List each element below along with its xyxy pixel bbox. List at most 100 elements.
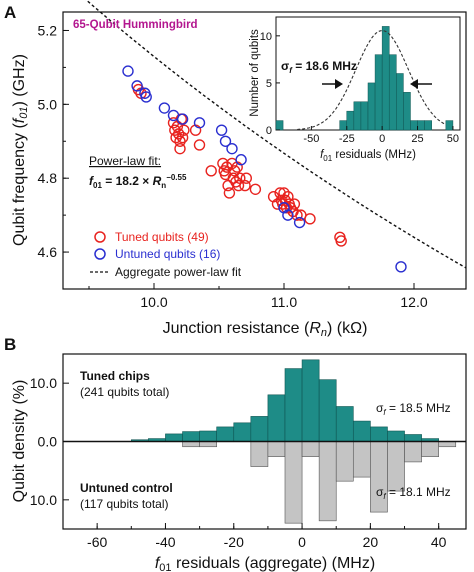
untuned-qubit-point (131, 80, 143, 92)
tuned-bar (387, 430, 405, 442)
untuned-qubit-point (193, 117, 206, 129)
tuned-qubit-point (217, 157, 229, 170)
untuned-bar (387, 441, 405, 492)
untuned-qubit-point (282, 209, 294, 221)
tuned-bar (370, 426, 388, 442)
legend-fit-label: Aggregate power-law fit (115, 265, 242, 279)
inset-bar (360, 101, 369, 131)
untuned-control-title: Untuned control (80, 481, 173, 495)
b-x-tick-label: 20 (363, 534, 379, 550)
untuned-bar (335, 441, 354, 482)
inset-arrows (322, 79, 432, 89)
inset-bar (339, 120, 348, 131)
inset-x-tick-label: 0 (379, 133, 385, 145)
tuned-qubit-point (240, 172, 253, 184)
b-y-tick-label: 0.0 (38, 434, 58, 450)
legend-untuned-marker (94, 248, 106, 260)
panel-b-xlabel: f01 residuals (aggregate) (MHz) (155, 555, 375, 572)
tuned-bar (182, 431, 200, 442)
untuned-qubit-point (395, 261, 407, 273)
inset-bar (403, 92, 411, 131)
tuned-bar (199, 430, 217, 442)
inset-bar (346, 110, 355, 131)
untuned-bar (404, 441, 422, 463)
inset-bars (275, 26, 454, 131)
inset-bar (381, 26, 390, 131)
inset-y-tick-label: 5 (266, 78, 272, 90)
inset-ylabel: Number of qubits (249, 29, 261, 117)
b-y-tick-label: 10.0 (30, 375, 57, 391)
fit-title: Power-law fit: (89, 154, 161, 168)
untuned-bar (352, 441, 371, 478)
panel-b-bars (63, 359, 466, 524)
tuned-bar (267, 394, 286, 442)
inset-x-tick-label: 25 (411, 133, 423, 145)
tuned-qubit-point (291, 209, 303, 221)
inset-x-tick-label: -50 (303, 133, 319, 145)
legend-untuned-label: Untuned qubits (16) (115, 247, 220, 261)
b-x-tick-label: -40 (155, 534, 175, 550)
y-tick-label: 4.8 (38, 170, 58, 186)
untuned-qubit-point (226, 142, 238, 155)
panel-a-letter: A (4, 3, 16, 22)
tuned-bar (233, 422, 252, 442)
tuned-qubit-point (178, 124, 190, 136)
tuned-qubit-point (174, 142, 186, 155)
untuned-bar (250, 441, 269, 467)
panel-b-ticks: -60 -40 -20 0 20 40 10.0 0.0 10.0 (30, 375, 447, 550)
tuned-qubit-point (205, 165, 217, 177)
tuned-bar (216, 426, 235, 442)
tuned-bar (165, 433, 183, 442)
panel-a-frame (62, 11, 467, 290)
inset-sigma-label: σf = 18.6 MHz (281, 59, 357, 75)
panel-b-letter: B (4, 335, 16, 354)
untuned-sigma: σf = 18.1 MHz (376, 485, 451, 501)
b-x-tick-label: -20 (224, 534, 244, 550)
legend-tuned-label: Tuned qubits (49) (115, 230, 209, 244)
b-x-tick-label: 0 (298, 534, 306, 550)
b-x-tick-label: -60 (87, 534, 107, 550)
inset-gaussian (297, 30, 447, 131)
tuned-bar (318, 379, 337, 442)
x-tick-label: 11.0 (271, 294, 297, 310)
b-x-tick-label: 40 (431, 534, 447, 550)
tuned-qubit-point (193, 139, 206, 151)
panel-a-ticks: 10.0 11.0 12.0 4.6 4.8 5.0 5.2 (38, 22, 428, 310)
untuned-qubit-point (219, 135, 232, 147)
inset-bar (275, 120, 284, 131)
panel-b-ylabel: Qubit density (%) (11, 380, 28, 503)
tuned-bar (250, 416, 269, 442)
tuned-qubit-point (288, 198, 301, 210)
untuned-control-sub: (117 qubits total) (80, 497, 169, 511)
inset-y-tick-label: 0 (266, 125, 272, 137)
tuned-sigma: σf = 18.5 MHz (376, 401, 451, 417)
legend-tuned-marker (94, 231, 106, 243)
y-tick-label: 4.6 (38, 244, 58, 260)
panel-a-ylabel: Qubit frequency (f01) (GHz) (11, 54, 30, 246)
inset-bar (353, 101, 362, 131)
tuned-qubit-point (304, 213, 316, 225)
tuned-bar (335, 406, 354, 442)
inset-bar (388, 54, 397, 131)
tuned-chips-sub: (241 qubits total) (80, 385, 169, 399)
tuned-qubit-point (232, 179, 245, 192)
untuned-qubit-point (293, 216, 306, 229)
inset-bar (445, 120, 454, 131)
inset-bar (424, 120, 432, 131)
untuned-bar (421, 441, 439, 457)
tuned-qubit-point (239, 179, 251, 192)
inset-x-tick-label: 50 (447, 133, 459, 145)
untuned-bar (182, 441, 200, 448)
untuned-qubit-point (122, 65, 134, 77)
power-law-fit-line (85, 0, 467, 269)
tuned-bar (404, 434, 422, 442)
untuned-qubit-point (215, 124, 228, 136)
inset-bar (374, 54, 383, 131)
untuned-bar (284, 441, 303, 524)
inset-ticks: -50 -25 0 25 50 0 5 10 (260, 31, 459, 145)
tuned-qubit-point (278, 187, 290, 199)
tuned-qubit-point (249, 183, 262, 195)
panel-a-xlabel: Junction resistance (Rn) (kΩ) (163, 320, 368, 339)
panel-a-points (122, 65, 407, 273)
